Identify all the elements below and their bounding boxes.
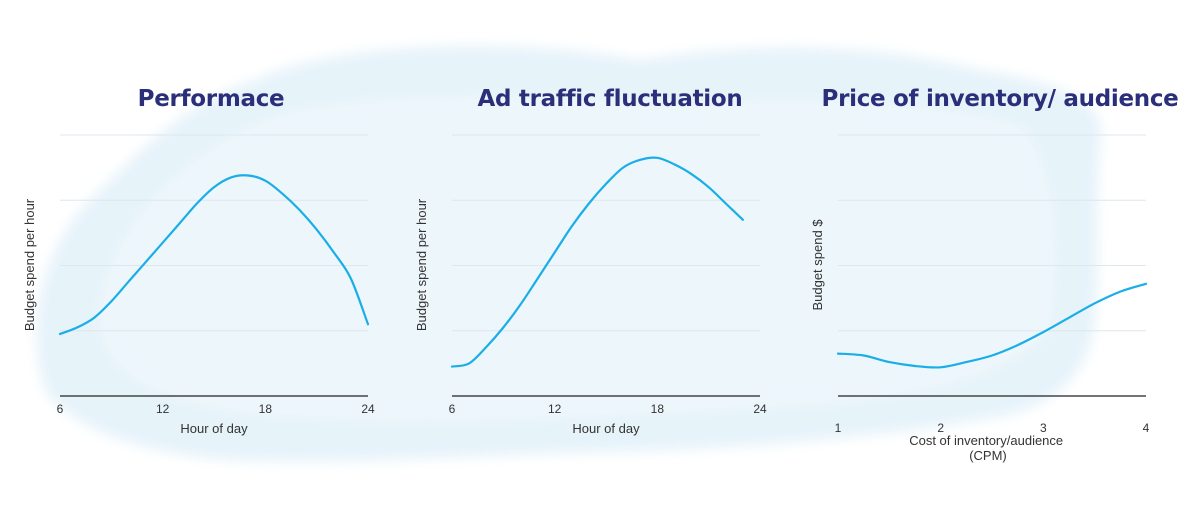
chart-panel-price-inventory: Price of inventory/ audience Budget spen…: [800, 0, 1200, 527]
x-tick-label: 4: [1143, 421, 1150, 435]
x-tick-label: 24: [361, 402, 375, 416]
x-axis-label: Hour of day: [572, 421, 640, 436]
x-tick-label: 24: [753, 402, 767, 416]
y-axis-label: Budget spend per hour: [414, 198, 429, 331]
chart-price-inventory: Budget spend $ Cost of inventory/audienc…: [810, 134, 1150, 463]
chart-ad-traffic: Budget spend per hour Hour of day 6 12 18 2…: [414, 134, 767, 436]
chart-title: Ad traffic fluctuation: [477, 86, 743, 112]
chart-panel-performance: Performace Budget spend per hour Hour of…: [0, 0, 400, 527]
series-line: [836, 282, 1148, 369]
series-line: [450, 156, 744, 368]
x-tick-label: 18: [259, 402, 273, 416]
watercolor-wash-inner: [99, 96, 1056, 421]
x-tick-label: 6: [449, 402, 456, 416]
x-tick-label: 18: [651, 402, 665, 416]
x-axis-label-line-1: Cost of inventory/audience: [909, 433, 1063, 448]
x-tick-label: 6: [57, 402, 64, 416]
chart-title: Price of inventory/ audience: [821, 86, 1179, 112]
x-tick-label: 1: [835, 421, 842, 435]
chart-performance: Budget spend per hour Hour of day 6 12 18 2…: [22, 134, 375, 436]
x-tick-label: 2: [937, 421, 944, 435]
x-tick-label: 12: [156, 402, 170, 416]
y-axis-label: Budget spend $: [810, 219, 825, 311]
chart-title: Performace: [137, 86, 285, 112]
x-axis-label-line-2: (CPM): [969, 448, 1007, 463]
x-tick-label: 3: [1040, 421, 1047, 435]
chart-panel-ad-traffic: Ad traffic fluctuation Budget spend per …: [400, 0, 800, 527]
x-tick-label: 12: [548, 402, 562, 416]
y-axis-label: Budget spend per hour: [22, 198, 37, 331]
x-axis-label: Cost of inventory/audience (CPM): [909, 433, 1067, 463]
x-axis-label: Hour of day: [180, 421, 248, 436]
series-line: [58, 174, 370, 336]
